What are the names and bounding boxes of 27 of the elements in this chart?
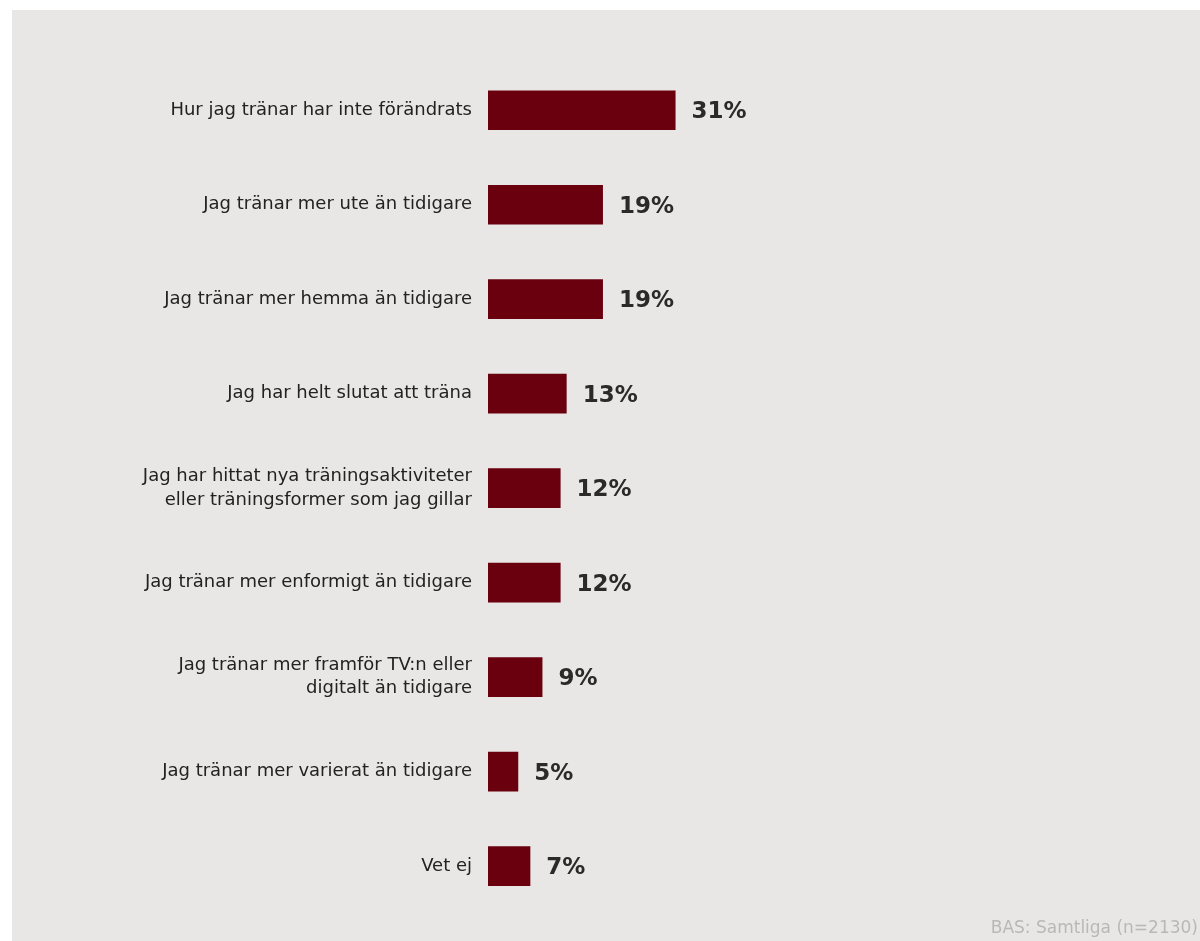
bar	[488, 751, 519, 792]
bar	[488, 468, 561, 508]
y-tick-label: Vet ej	[421, 853, 472, 875]
bar	[488, 90, 676, 131]
y-tick-label: Hur jag tränar har inte förändrats	[170, 97, 472, 119]
y-tick-label: Jag tränar mer enformigt än tidigare	[143, 570, 472, 592]
bar	[488, 279, 603, 320]
y-tick-label: Jag tränar mer varierat än tidigare	[161, 759, 472, 781]
data-label: 7%	[546, 853, 586, 880]
bar	[488, 657, 543, 697]
bar	[488, 373, 567, 414]
data-label: 5%	[534, 758, 574, 785]
y-tick-label: Jag har hittat nya träningsaktiviteter eller träningsformer som jag gillar	[141, 464, 473, 509]
y-tick-label: Jag har helt slutat att träna	[226, 381, 472, 403]
bar	[488, 846, 531, 886]
data-label: 9%	[558, 664, 598, 691]
data-label: 19%	[618, 286, 675, 313]
y-tick-label: Jag tränar mer framför TV:n eller digitalt än tidigare	[177, 653, 473, 698]
data-label: 13%	[582, 380, 638, 407]
bar	[488, 562, 561, 603]
data-label: 12%	[576, 569, 632, 596]
bar	[488, 184, 603, 225]
y-tick-label: Jag tränar mer ute än tidigare	[202, 192, 472, 214]
data-label: 31%	[691, 97, 747, 124]
data-label: 12%	[576, 475, 632, 502]
data-label: 19%	[618, 191, 675, 218]
y-tick-label: Jag tränar mer hemma än tidigare	[163, 286, 472, 308]
